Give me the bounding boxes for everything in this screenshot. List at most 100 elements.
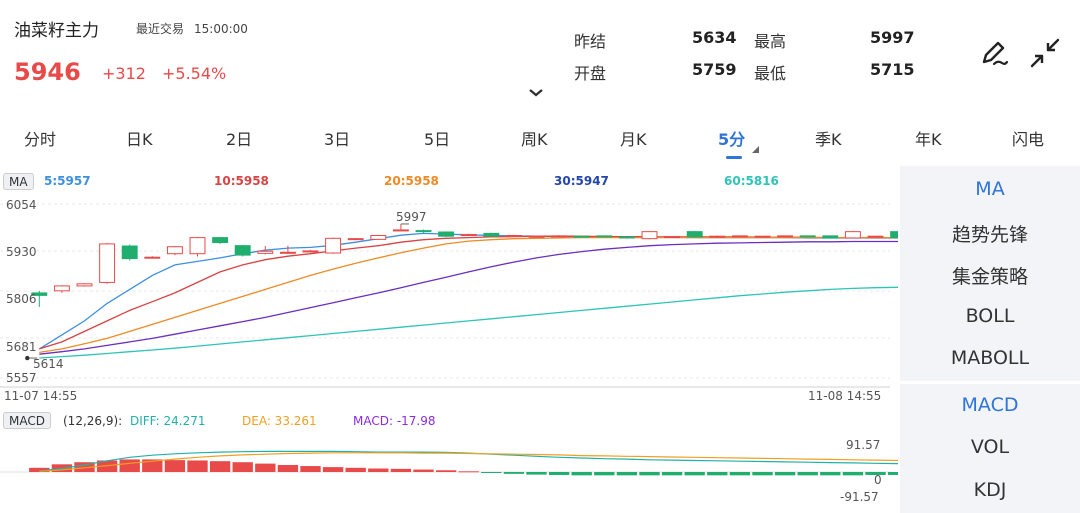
macd-dea: DEA: 33.261: [242, 414, 317, 428]
ma10-value: 10:5958: [214, 174, 269, 188]
tab-2day[interactable]: 2日: [226, 130, 253, 149]
date-start: 11-07 14:55: [4, 389, 78, 403]
macd-bar: [232, 462, 253, 472]
macd-bar: [639, 472, 660, 476]
tab-flash[interactable]: 闪电: [1012, 130, 1045, 149]
candle-body: [867, 235, 884, 238]
candle-body: [664, 236, 681, 239]
macd-bar: [164, 460, 186, 472]
tab-season-k[interactable]: 季K: [815, 130, 842, 149]
chart-canvas[interactable]: [0, 166, 898, 513]
price-axis-top: 6054: [6, 198, 37, 212]
candle-body: [731, 235, 748, 238]
indicator-sidebar: MA 趋势先锋 集金策略 BOLL MABOLL MACD VOL KDJ: [900, 166, 1080, 513]
candle-body: [234, 245, 251, 256]
last-trade-label: 最近交易: [136, 22, 185, 36]
sidebar-item-kdj[interactable]: KDJ: [973, 479, 1007, 501]
collapse-arrows-icon[interactable]: [1028, 36, 1062, 70]
candle-body: [573, 235, 590, 238]
sidebar-item-ma[interactable]: MA: [975, 178, 1005, 200]
macd-bar: [887, 472, 898, 475]
sidebar-item-macd[interactable]: MACD: [961, 394, 1019, 416]
macd-bar: [752, 472, 773, 476]
macd-bar: [277, 465, 299, 472]
sidebar-item-maboll[interactable]: MABOLL: [950, 347, 1030, 369]
candle-body: [641, 231, 658, 240]
macd-bar: [481, 472, 502, 473]
macd-bar: [322, 467, 344, 472]
candle-body: [551, 235, 568, 238]
macd-bar: [594, 472, 615, 476]
macd-macd: MACD: -17.98: [353, 414, 436, 428]
macd-indicator-tag[interactable]: MACD: [3, 412, 51, 429]
tab-month-k[interactable]: 月K: [620, 130, 647, 149]
low-marker-dot: [25, 355, 30, 361]
candle-body: [528, 235, 545, 238]
candle-body: [596, 235, 613, 238]
period-tabs: 分时 日K 2日 3日 5日 周K 月K 5分 季K 年K 闪电: [0, 120, 1080, 160]
macd-params: (12,26,9):: [63, 414, 123, 428]
macd-bar: [707, 472, 728, 476]
price-change-percent: +5.54%: [162, 64, 227, 83]
macd-bar: [255, 463, 276, 472]
tab-fenshi[interactable]: 分时: [24, 130, 57, 149]
macd-bar: [548, 472, 570, 475]
low-value: 5715: [870, 60, 915, 79]
candle-body: [144, 256, 161, 259]
ma20-value: 20:5958: [384, 174, 439, 188]
price-axis-4: 5681: [6, 340, 37, 354]
ma-line-ma60: [39, 286, 898, 359]
candle-body: [31, 292, 48, 296]
macd-bar: [458, 471, 479, 473]
candle-body: [279, 251, 296, 254]
macd-bar: [345, 467, 366, 472]
candle-body: [121, 245, 138, 260]
high-label: 最高: [754, 32, 787, 51]
sidebar-item-fund-strategy[interactable]: 集金策略: [951, 266, 1028, 288]
candle-body: [325, 237, 342, 254]
open-value: 5759: [692, 60, 737, 79]
macd-bar: [209, 461, 231, 472]
price-axis-3: 5806: [6, 292, 37, 306]
candle-body: [844, 231, 861, 239]
tab-3day[interactable]: 3日: [324, 130, 351, 149]
active-tab-indicator: [726, 156, 742, 159]
macd-bar: [729, 472, 751, 476]
candle-body: [370, 235, 387, 240]
tab-week-k[interactable]: 周K: [521, 130, 548, 149]
tab-day-k[interactable]: 日K: [126, 130, 153, 149]
candle-body: [189, 237, 206, 255]
tab-5day[interactable]: 5日: [424, 130, 451, 149]
candle-body: [53, 285, 70, 292]
sidebar-item-boll[interactable]: BOLL: [965, 305, 1015, 327]
macd-bar: [526, 472, 547, 475]
macd-bar: [435, 470, 457, 472]
macd-bar: [390, 468, 412, 472]
candle-body: [460, 233, 477, 237]
candle-body: [483, 232, 500, 237]
macd-dea-line: [39, 452, 898, 472]
macd-bar: [119, 459, 140, 472]
ma-indicator-tag[interactable]: MA: [3, 173, 34, 190]
date-end: 11-08 14:55: [808, 389, 882, 403]
tab-dropdown-caret-icon[interactable]: [752, 146, 759, 153]
tab-year-k[interactable]: 年K: [915, 130, 942, 149]
ma60-value: 60:5816: [724, 174, 779, 188]
macd-bar: [865, 472, 886, 475]
tab-5min[interactable]: 5分: [718, 130, 746, 149]
macd-bar: [368, 468, 389, 472]
chevron-down-icon[interactable]: [528, 88, 544, 98]
sidebar-item-vol[interactable]: VOL: [970, 436, 1010, 458]
sidebar-item-trend-pioneer[interactable]: 趋势先锋: [951, 224, 1028, 246]
ma5-value: 5:5957: [44, 174, 91, 188]
candle-body: [709, 235, 726, 238]
macd-plot: [29, 450, 898, 476]
low-annotation: 5614: [33, 357, 64, 371]
ma-line-ma30: [39, 240, 898, 355]
pen-icon[interactable]: [976, 36, 1010, 70]
low-label: 最低: [754, 64, 787, 83]
prev-settle-label: 昨结: [574, 32, 607, 51]
candle-body: [686, 231, 703, 238]
macd-bar: [300, 466, 321, 472]
open-label: 开盘: [574, 64, 607, 83]
